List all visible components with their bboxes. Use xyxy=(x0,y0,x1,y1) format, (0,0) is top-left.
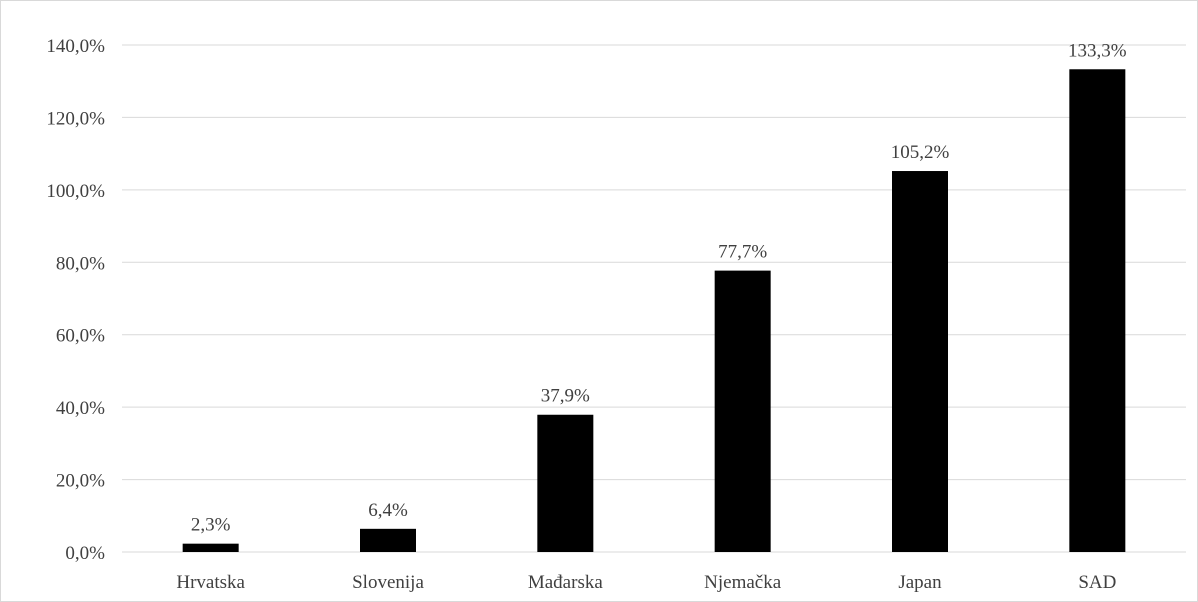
bar-mađarska xyxy=(537,414,594,552)
y-tick-label: 140,0% xyxy=(46,36,105,57)
y-axis-tick-labels: 0,0% 20,0% 40,0% 60,0% 80,0% 100,0% 120,0% 140,… xyxy=(46,36,105,564)
data-label: 2,3% xyxy=(191,515,231,536)
x-category-label: SAD xyxy=(1078,572,1116,593)
y-tick-label: 0,0% xyxy=(65,543,105,564)
y-tick-label: 40,0% xyxy=(56,398,105,419)
x-category-label: Hrvatska xyxy=(176,572,245,593)
data-labels: 2,3% 6,4% 37,9% 77,7% 105,2% 133,3% xyxy=(191,40,1127,535)
data-label: 37,9% xyxy=(541,386,590,407)
x-category-label: Slovenija xyxy=(352,572,424,593)
data-label: 133,3% xyxy=(1068,40,1127,61)
y-tick-label: 100,0% xyxy=(46,181,105,202)
y-tick-label: 20,0% xyxy=(56,471,105,492)
bar-slovenija xyxy=(360,528,416,552)
gridlines xyxy=(122,44,1186,553)
bars xyxy=(182,69,1126,553)
x-category-label: Mađarska xyxy=(528,572,603,593)
x-category-label: Japan xyxy=(898,572,942,593)
bar-njemačka xyxy=(714,270,771,552)
bar-japan xyxy=(892,171,948,553)
data-label: 105,2% xyxy=(891,142,950,163)
data-label: 6,4% xyxy=(368,500,408,521)
bar-sad xyxy=(1069,69,1126,552)
bar-hrvatska xyxy=(182,543,239,552)
data-label: 77,7% xyxy=(718,242,767,263)
y-tick-label: 80,0% xyxy=(56,253,105,274)
y-tick-label: 60,0% xyxy=(56,326,105,347)
y-tick-label: 120,0% xyxy=(46,108,105,129)
x-axis-category-labels: Hrvatska Slovenija Mađarska Njemačka Japan SA… xyxy=(176,572,1116,593)
x-category-label: Njemačka xyxy=(704,572,782,593)
